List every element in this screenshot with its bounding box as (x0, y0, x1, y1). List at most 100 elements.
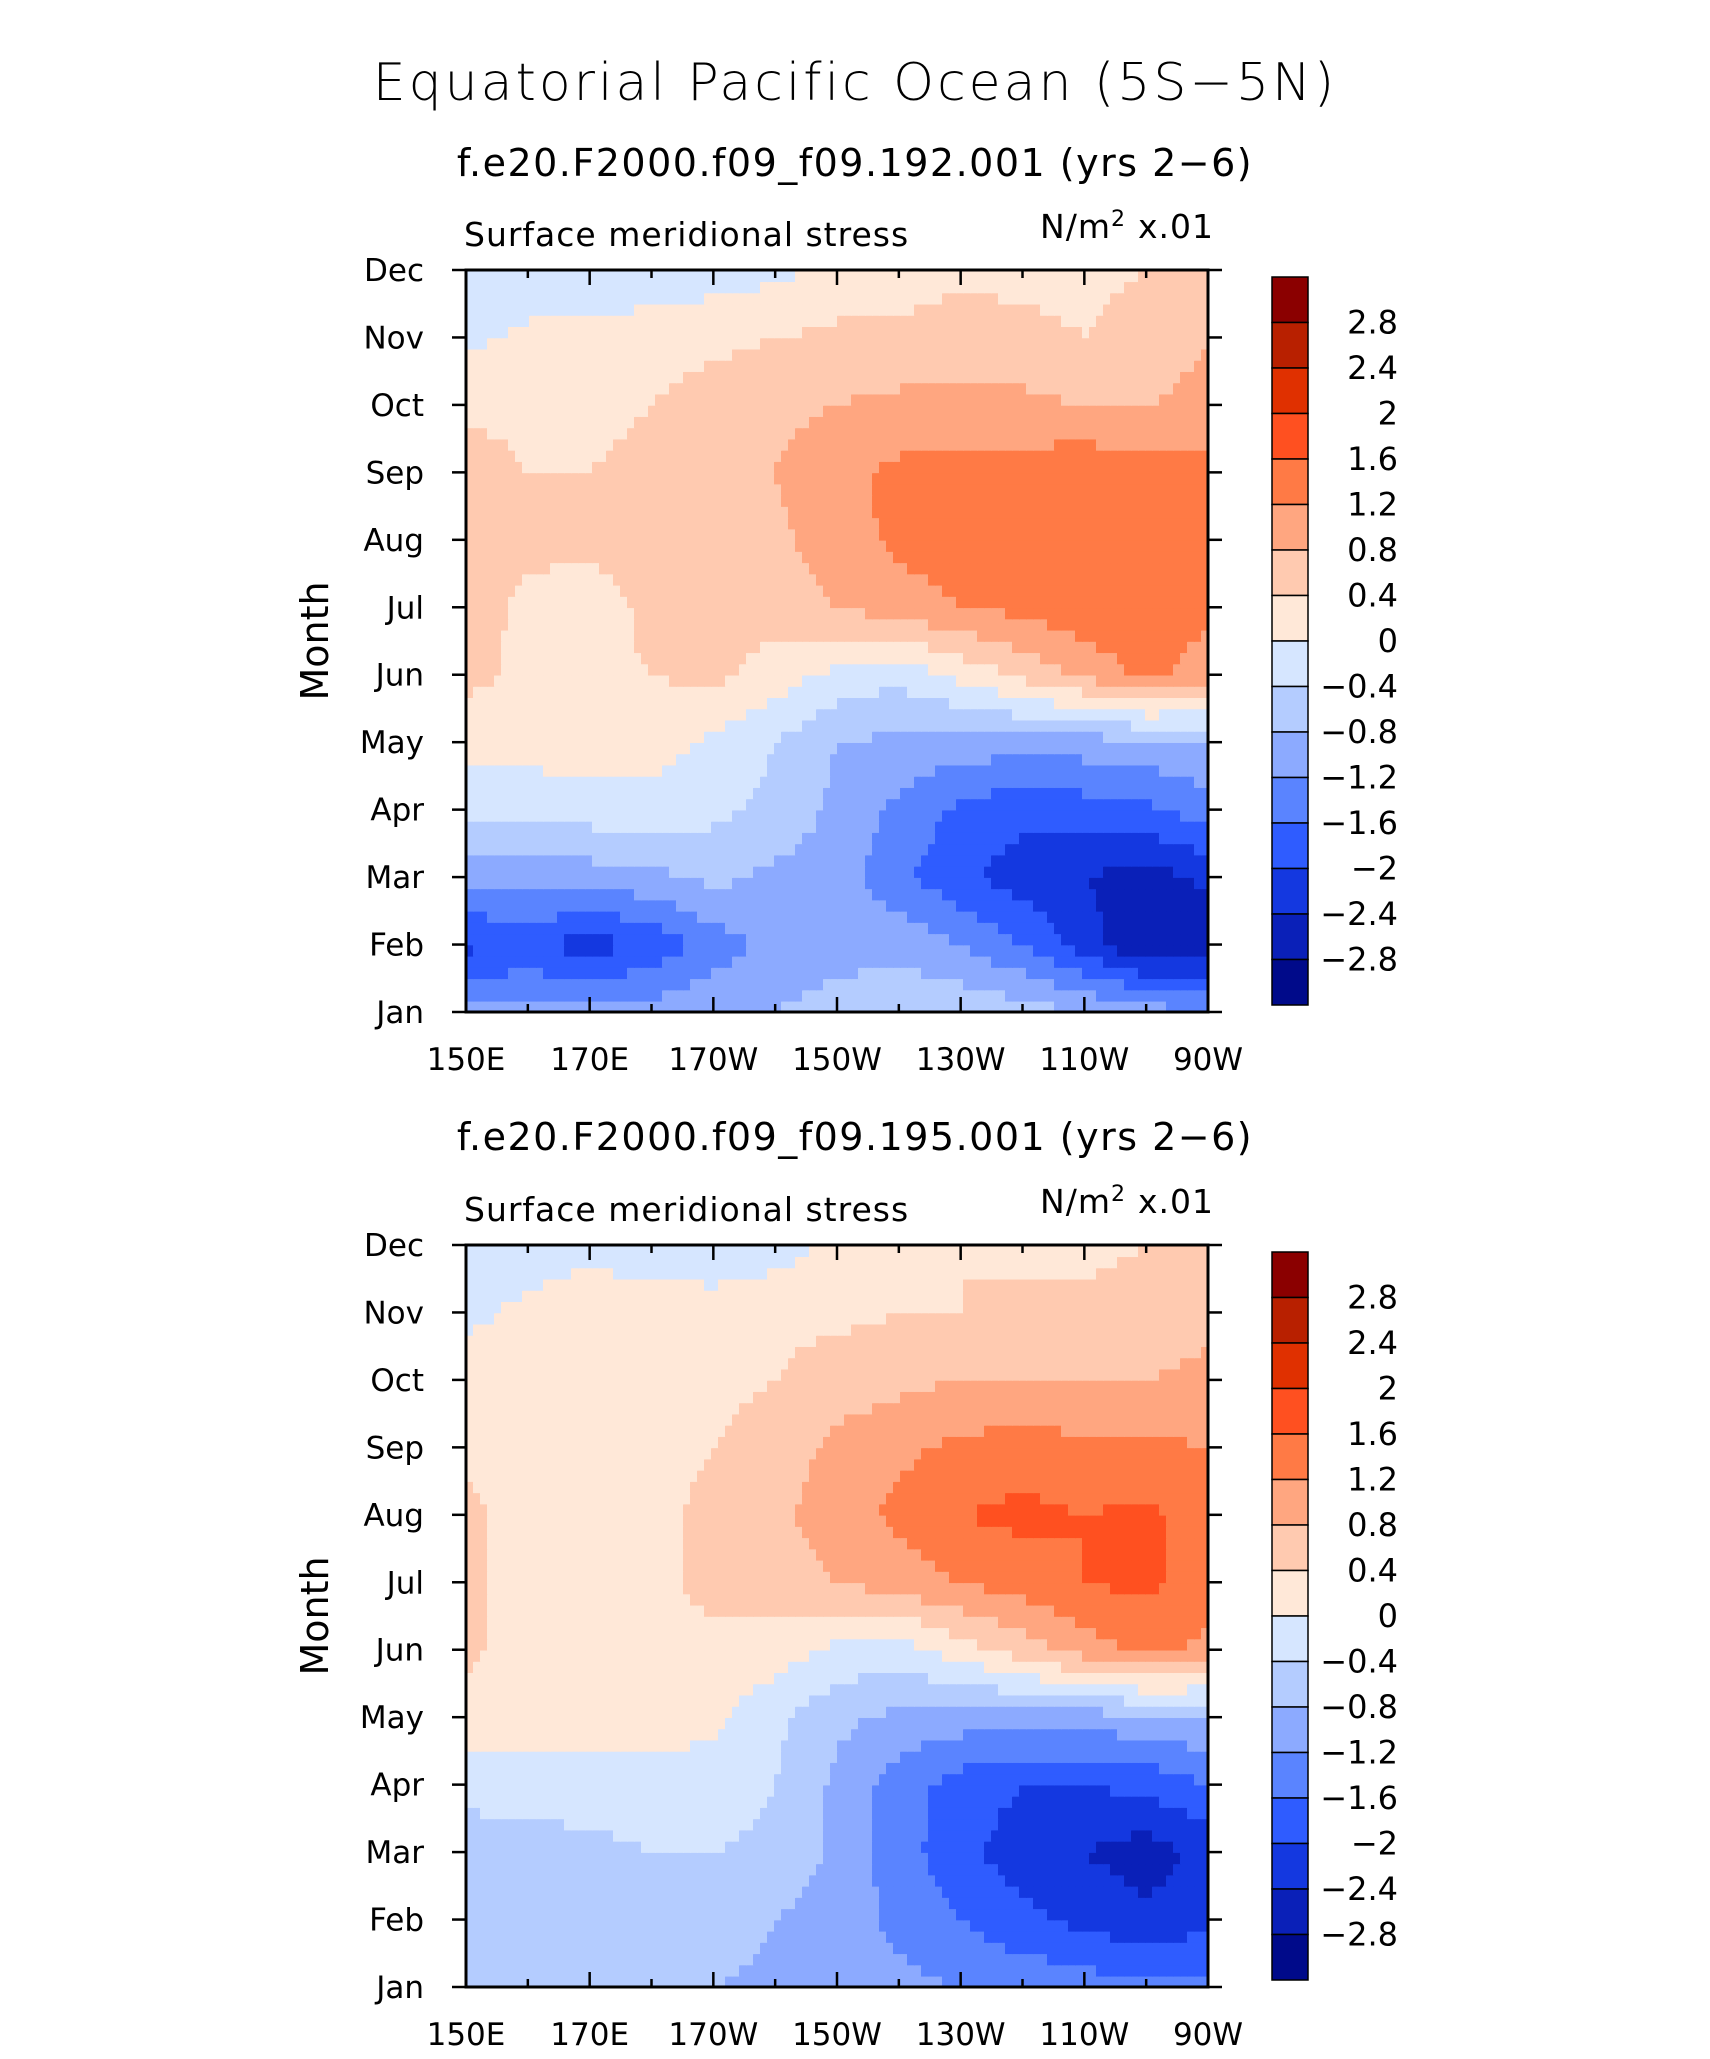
heatmap-cell (508, 607, 516, 620)
heatmap-cell (571, 517, 579, 530)
heatmap-cell (641, 596, 649, 609)
heatmap-cell (1019, 719, 1027, 732)
heatmap-cell (732, 618, 740, 631)
heatmap-cell (767, 629, 775, 642)
heatmap-cell (739, 652, 747, 665)
heatmap-cell (851, 753, 859, 766)
heatmap-cell (872, 775, 880, 788)
heatmap-cell (753, 922, 761, 935)
heatmap-cell (711, 809, 719, 822)
heatmap-cell (648, 989, 656, 1002)
heatmap-cell (1005, 528, 1013, 541)
heatmap-cell (1054, 663, 1062, 676)
heatmap-cell (606, 775, 614, 788)
heatmap-cell (914, 978, 922, 991)
heatmap-cell (711, 888, 719, 901)
heatmap-cell (620, 685, 628, 699)
heatmap-cell (1180, 798, 1188, 811)
heatmap-cell (760, 618, 768, 631)
heatmap-cell (648, 798, 656, 811)
heatmap-cell (620, 618, 628, 631)
heatmap-cell (648, 528, 656, 541)
heatmap-cell (599, 888, 607, 901)
heatmap-cell (956, 517, 964, 530)
heatmap-cell (1075, 832, 1083, 845)
heatmap-cell (480, 584, 488, 597)
heatmap-cell (578, 730, 586, 743)
heatmap-cell (676, 865, 684, 878)
units-prefix: N/m (1040, 207, 1111, 246)
heatmap-cell (1026, 764, 1034, 777)
heatmap-cell (1124, 708, 1132, 721)
heatmap-cell (865, 989, 873, 1002)
heatmap-cell (858, 888, 866, 901)
heatmap-cell (669, 955, 677, 968)
heatmap-cell (543, 584, 551, 597)
heatmap-cell (732, 584, 740, 597)
heatmap-cell (977, 708, 985, 721)
heatmap-cell (1082, 820, 1090, 833)
heatmap-cell (879, 697, 887, 710)
heatmap-cell (1117, 528, 1125, 541)
heatmap-cell (1096, 955, 1104, 968)
heatmap-cell (949, 517, 957, 530)
heatmap-cell (529, 584, 537, 597)
heatmap-cell (620, 607, 628, 620)
heatmap-cell (781, 641, 789, 654)
heatmap-cell (1194, 551, 1202, 564)
heatmap-cell (795, 1000, 803, 1012)
heatmap-cell (578, 607, 586, 620)
heatmap-cell (1075, 787, 1083, 800)
heatmap-cell (977, 641, 985, 654)
heatmap-cell (732, 742, 740, 755)
heatmap-cell (984, 663, 992, 676)
heatmap-cell (1187, 877, 1195, 890)
heatmap-cell (669, 978, 677, 991)
heatmap-cell (991, 820, 999, 833)
heatmap-cell (1089, 843, 1097, 856)
heatmap-cell (1173, 832, 1181, 845)
heatmap-cell (1047, 562, 1055, 575)
heatmap-cell (480, 809, 488, 822)
heatmap-cell (578, 978, 586, 991)
heatmap-cell (599, 730, 607, 743)
heatmap-cell (963, 888, 971, 901)
heatmap-cell (1068, 607, 1076, 620)
heatmap-cell (844, 978, 852, 991)
heatmap-cell (473, 798, 481, 811)
heatmap-cell (655, 641, 663, 654)
heatmap-cell (1061, 820, 1069, 833)
heatmap-cell (1166, 843, 1174, 856)
heatmap-cell (480, 596, 488, 609)
heatmap-cell (991, 494, 999, 507)
heatmap-cell (522, 787, 530, 800)
heatmap-cell (599, 494, 607, 507)
heatmap-cell (1201, 764, 1208, 777)
heatmap-cell (1145, 551, 1153, 564)
heatmap-cell (1159, 697, 1167, 710)
heatmap-cell (669, 573, 677, 586)
heatmap-cell (837, 618, 845, 631)
variable-label: Surface meridional stress (464, 215, 909, 254)
heatmap-cell (1075, 967, 1083, 980)
heatmap-cell (774, 843, 782, 856)
heatmap-cell (620, 832, 628, 845)
heatmap-cell (1166, 933, 1174, 946)
heatmap-cell (1166, 719, 1174, 732)
heatmap-cell (732, 629, 740, 642)
heatmap-cell (788, 697, 796, 710)
heatmap-cell (949, 551, 957, 564)
heatmap-cell (487, 989, 495, 1002)
heatmap-cell (578, 955, 586, 968)
heatmap-cell (774, 528, 782, 541)
heatmap-cell (571, 832, 579, 845)
heatmap-cell (1026, 685, 1034, 699)
heatmap-cell (963, 944, 971, 957)
heatmap-cell (809, 944, 817, 957)
heatmap-cell (1040, 708, 1048, 721)
heatmap-cell (872, 607, 880, 620)
heatmap-cell (1110, 899, 1118, 912)
heatmap-cell (767, 652, 775, 665)
heatmap-cell (1117, 697, 1125, 710)
heatmap-cell (522, 933, 530, 946)
